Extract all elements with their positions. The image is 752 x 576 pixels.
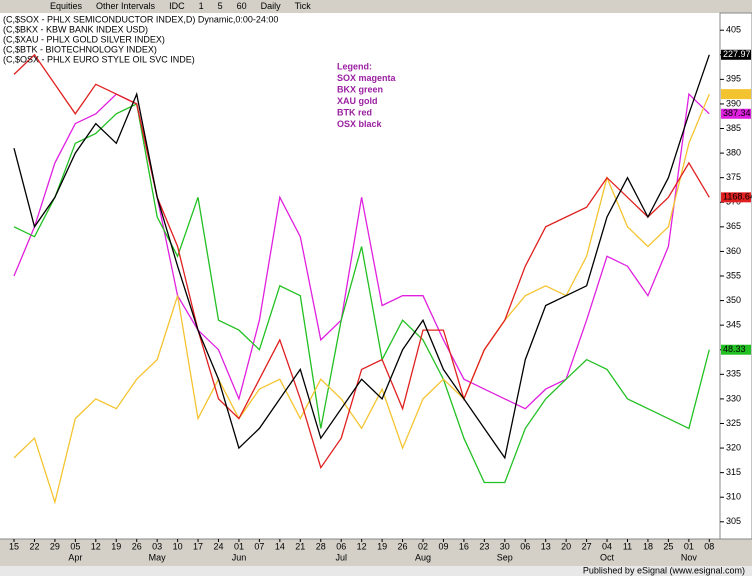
y-tick-label: 350 [726,295,741,305]
y-tick-label: 380 [726,147,741,157]
toolbar-button[interactable]: Equities [50,1,83,11]
x-tick-label: 03 [152,541,162,551]
toolbar-button[interactable]: Daily [261,1,282,11]
toolbar-button[interactable]: Other Intervals [96,1,156,11]
x-tick-label: 26 [398,541,408,551]
legend-note: XAU gold [337,96,378,106]
series-line [13,54,710,460]
last-value-box [721,192,751,203]
x-tick-label: 30 [500,541,510,551]
x-tick-label: 28 [316,541,326,551]
price-axis [719,12,752,540]
x-tick-label: 21 [295,541,305,551]
x-tick-label: 20 [561,541,571,551]
y-tick-label: 315 [726,467,741,477]
last-value-box [721,49,751,60]
x-tick-label: 05 [70,541,80,551]
status-bar [0,566,752,576]
last-value-box [721,89,751,100]
x-tick-label: 29 [50,541,60,551]
x-tick-label: 22 [29,541,39,551]
x-tick-label: 17 [193,541,203,551]
x-tick-label: 12 [357,541,367,551]
month-label: May [149,552,167,562]
plot-area [0,13,720,539]
x-tick-label: 02 [418,541,428,551]
y-tick-label: 305 [726,516,741,526]
legend-note: BKX green [337,84,383,94]
series-name: (C,$XAU - PHLX GOLD SILVER INDEX) [3,34,165,44]
x-tick-label: 07 [254,541,264,551]
x-tick-label: 23 [479,541,489,551]
status-text: Published by eSignal (www.esignal.com) [583,565,745,575]
y-tick-label: 405 [726,25,741,35]
y-tick-label: 375 [726,172,741,182]
month-label: Apr [68,552,82,562]
x-tick-label: 19 [377,541,387,551]
toolbar-button[interactable]: 5 [218,1,223,11]
x-tick-label: 15 [9,541,19,551]
x-tick-label: 01 [234,541,244,551]
y-tick-label: 365 [726,221,741,231]
toolbar-button[interactable]: Tick [295,1,312,11]
series-line [13,93,710,505]
month-label: Sep [497,552,513,562]
x-tick-label: 18 [643,541,653,551]
x-tick-label: 12 [91,541,101,551]
series-name: (C,$OSX - PHLX EURO STYLE OIL SVC INDE) [3,54,195,64]
series-name: (C,$SOX - PHLX SEMICONDUCTOR INDEX,D) Dy… [3,14,278,24]
month-label: Oct [600,552,615,562]
x-tick-label: 09 [438,541,448,551]
x-tick-label: 14 [275,541,285,551]
y-tick-label: 395 [726,74,741,84]
toolbar-button[interactable]: 60 [237,1,247,11]
legend-note: Legend: [337,61,372,71]
y-tick-label: 360 [726,246,741,256]
series-line [13,53,710,470]
last-value-label: 227.97 [723,49,751,59]
y-tick-label: 310 [726,492,741,502]
y-tick-label: 345 [726,320,741,330]
month-label: Nov [681,552,698,562]
series-name: (C,$BKX - KBW BANK INDEX USD) [3,24,148,34]
x-tick-label: 01 [684,541,694,551]
x-tick-label: 13 [541,541,551,551]
last-value-box [721,344,751,355]
x-tick-label: 19 [111,541,121,551]
x-tick-label: 06 [336,541,346,551]
series-name: (C,$BTK - BIOTECHNOLOGY INDEX) [3,44,157,54]
last-value-label: 1168.64 [723,192,752,202]
series-line [13,102,710,484]
x-tick-label: 10 [173,541,183,551]
month-label: Jun [232,552,247,562]
x-tick-label: 11 [623,541,632,551]
y-tick-label: 335 [726,369,741,379]
y-tick-label: 390 [726,98,741,108]
legend-note: SOX magenta [337,73,397,83]
y-tick-label: 325 [726,418,741,428]
last-value-label: 48.33 [723,344,746,354]
x-tick-label: 26 [132,541,142,551]
last-value-box [721,108,751,119]
x-tick-label: 04 [602,541,612,551]
y-tick-label: 355 [726,270,741,280]
y-tick-label: 330 [726,393,741,403]
y-tick-label: 320 [726,442,741,452]
y-tick-label: 385 [726,123,741,133]
x-tick-label: 25 [663,541,673,551]
toolbar-button[interactable]: 1 [199,1,204,11]
x-tick-label: 06 [520,541,530,551]
toolbar-button[interactable]: IDC [169,1,185,11]
last-value-label: 387.34 [723,108,751,118]
x-tick-label: 08 [704,541,714,551]
legend-note: BTK red [337,107,372,117]
month-label: Aug [415,552,431,562]
x-tick-label: 16 [459,541,469,551]
x-tick-label: 24 [213,541,223,551]
x-tick-label: 27 [582,541,592,551]
month-label: Jul [335,552,347,562]
legend-note: OSX black [337,119,383,129]
